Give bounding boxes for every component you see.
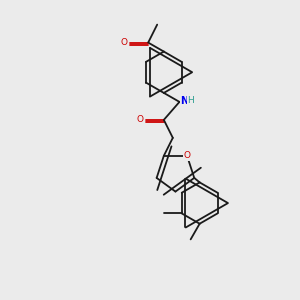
Text: O: O xyxy=(136,116,143,124)
Text: O: O xyxy=(121,38,128,47)
Text: H: H xyxy=(187,96,194,105)
Text: O: O xyxy=(184,151,190,160)
Text: N: N xyxy=(181,96,189,106)
